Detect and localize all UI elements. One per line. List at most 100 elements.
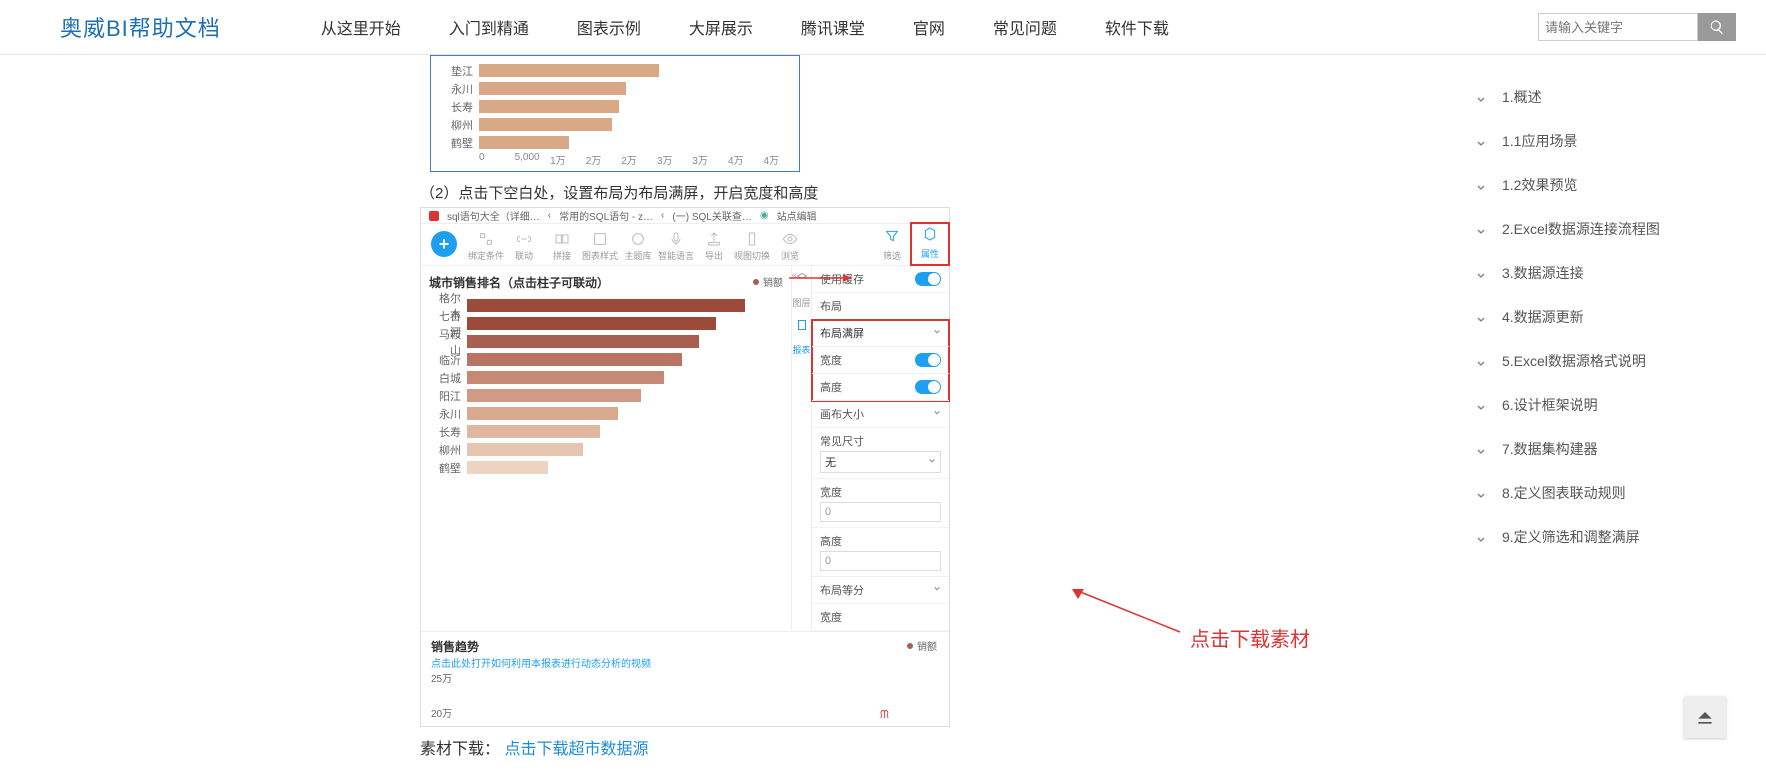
bar-fill [467,389,641,402]
chart-top: 垫江永川长寿柳州鹤壁 05,0001万2万2万3万3万4万4万 [430,55,800,172]
axis-tick: 4万 [728,152,764,167]
add-button[interactable]: + [431,231,457,257]
prop-section-layout[interactable]: 布局 [812,293,949,320]
prop-section-canvas[interactable]: 画布大小 [812,401,949,428]
nav-links: 从这里开始 入门到精通 图表示例 大屏展示 腾讯课堂 官网 常见问题 软件下载 [321,15,1538,39]
trend-title: 销售趋势 [431,638,939,655]
search-icon [1709,19,1725,35]
toc-item[interactable]: 1.1应用场景 [1466,119,1736,163]
trend-help-link[interactable]: 点击此处打开如何利用本报表进行动态分析的视频 [431,655,939,670]
chart-bar-row[interactable]: 鹤壁 [429,459,783,476]
step-instruction: （2）点击下空白处，设置布局为布局满屏，开启宽度和高度 [420,182,1466,203]
side-tab-layers-label[interactable]: 图层 [792,296,810,309]
nav-item[interactable]: 图表示例 [577,15,641,39]
toolbar-item: 导出 [695,231,733,265]
nav-item[interactable]: 常见问题 [993,15,1057,39]
toc-label: 7.数据集构建器 [1502,439,1598,459]
canvas-height-input[interactable] [820,551,941,571]
bar-fill [467,335,699,348]
toc-item[interactable]: 9.定义筛选和调整满屏 [1466,515,1736,559]
search-input[interactable] [1538,13,1698,41]
toc-item[interactable]: 4.数据源更新 [1466,295,1736,339]
back-to-top-button[interactable] [1684,696,1726,738]
bar-label: 长寿 [441,99,473,115]
axis-tick: 5,000 [515,152,551,167]
merge-icon [554,231,570,247]
toc-item[interactable]: 8.定义图表联动规则 [1466,471,1736,515]
toggle-cache[interactable] [915,272,941,286]
device-icon [744,231,760,247]
download-line: 素材下载： 点击下载超市数据源 [420,735,1466,759]
bar-label: 长寿 [429,424,461,440]
chevron-down-icon [933,327,941,339]
axis-tick: 1万 [550,152,586,167]
bar-label: 阳江 [429,388,461,404]
side-tab-report-label[interactable]: 报表 [792,343,810,356]
chevron-down-icon [933,584,941,596]
chart-bar-row: 鹤壁 [441,134,789,151]
nav-item[interactable]: 软件下载 [1105,15,1169,39]
prop-layout-mode[interactable]: 布局满屏 [812,320,949,347]
style-icon [592,231,608,247]
chart-bar-row[interactable]: 阳江 [429,387,783,404]
download-link[interactable]: 点击下载超市数据源 [504,741,648,758]
chart-bar-row[interactable]: 七台河 [429,315,783,332]
eye-icon [782,231,798,247]
chart-bar-row[interactable]: 白城 [429,369,783,386]
trend-legend: 销额 [907,638,937,653]
browser-tab[interactable]: (一) SQL关联查… [672,208,751,223]
toc-item[interactable]: 2.Excel数据源连接流程图 [1466,207,1736,251]
side-tab-strip: 图层 报表 [791,266,811,631]
chart-bar-row[interactable]: 永川 [429,405,783,422]
bar-label: 鹤壁 [441,135,473,151]
prop-section-equal[interactable]: 布局等分 [812,577,949,604]
toggle-height[interactable] [915,380,941,394]
toc-item[interactable]: 1.概述 [1466,75,1736,119]
chevron-down-icon [1476,400,1486,410]
axis-tick: 3万 [657,152,693,167]
chevron-down-icon [1476,136,1486,146]
bar-fill [467,299,745,312]
nav-item[interactable]: 腾讯课堂 [801,15,865,39]
trend-value: 25万 [431,670,939,685]
prop-canvas-width: 宽度 [812,479,949,528]
toc-label: 9.定义筛选和调整满屏 [1502,527,1640,547]
toc-item[interactable]: 7.数据集构建器 [1466,427,1736,471]
filter-icon [884,228,900,247]
toc-sidebar: 1.概述1.1应用场景1.2效果预览2.Excel数据源连接流程图3.数据源连接… [1466,55,1766,759]
toc-item[interactable]: 1.2效果预览 [1466,163,1736,207]
toc-item[interactable]: 6.设计框架说明 [1466,383,1736,427]
nav-item[interactable]: 从这里开始 [321,15,401,39]
download-label: 素材下载： [420,741,500,758]
trend-panel: 销售趋势 点击此处打开如何利用本报表进行动态分析的视频 25万 20万 销额 ᙏ [421,631,949,726]
bar-fill [467,425,600,438]
theme-icon [630,231,646,247]
chart-bar-row[interactable]: 格尔木 [429,297,783,314]
browser-tab[interactable]: sql语句大全（详细… [447,208,540,223]
toolbar-item: 智能语言 [657,231,695,265]
bar-label: 柳州 [441,117,473,133]
chart-bar-row[interactable]: 长寿 [429,423,783,440]
toolbar-item: 主题库 [619,231,657,265]
toc-item[interactable]: 3.数据源连接 [1466,251,1736,295]
canvas-width-input[interactable] [820,502,941,522]
browser-tab[interactable]: 站点编辑 [777,208,817,223]
chevron-down-icon [1476,224,1486,234]
brand-title[interactable]: 奥威BI帮助文档 [60,11,221,43]
chart-bar-row[interactable]: 马鞍山 [429,333,783,350]
nav-item[interactable]: 官网 [913,15,945,39]
browser-tab[interactable]: 常用的SQL语句 - z… [559,208,653,223]
search-button[interactable] [1698,13,1736,41]
nav-item[interactable]: 大屏展示 [689,15,753,39]
nav-item[interactable]: 入门到精通 [449,15,529,39]
toc-item[interactable]: 5.Excel数据源格式说明 [1466,339,1736,383]
chevron-down-icon [1476,268,1486,278]
preset-select[interactable]: 无 [820,451,941,473]
bar-label: 垫江 [441,63,473,79]
chart-bar-row[interactable]: 临沂 [429,351,783,368]
chart-bar-row[interactable]: 柳州 [429,441,783,458]
side-tab-report[interactable] [796,319,808,333]
bar-fill [479,64,659,77]
bar-label: 柳州 [429,442,461,458]
toggle-width[interactable] [915,353,941,367]
